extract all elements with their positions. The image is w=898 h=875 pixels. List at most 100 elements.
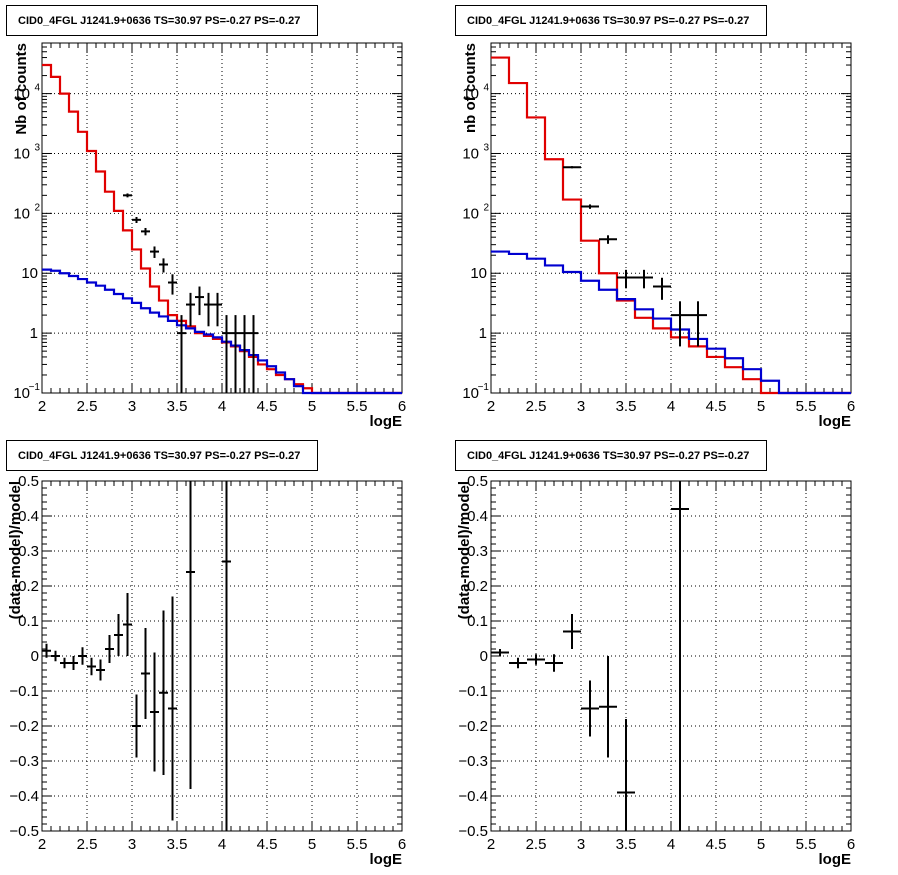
x-tick-label: 4.5 xyxy=(706,398,727,415)
chart-panel-3: CID0_4FGL J1241.9+0636 TS=30.97 PS=-0.27… xyxy=(6,440,406,868)
x-tick-label: 2 xyxy=(38,836,46,853)
y-tick-exponent: 4 xyxy=(483,83,489,94)
title-box xyxy=(455,5,767,36)
x-tick-label: 4.5 xyxy=(257,398,278,415)
x-tick-label: 4 xyxy=(218,836,226,853)
x-tick-label: 3.5 xyxy=(167,398,188,415)
x-axis-title: logE xyxy=(370,413,403,430)
y-tick-label: 0.5 xyxy=(467,473,488,490)
y-tick-exponent: −1 xyxy=(478,382,490,393)
x-tick-label: 3 xyxy=(577,398,585,415)
x-tick-label: 3.5 xyxy=(167,836,188,853)
chart-title: CID0_4FGL J1241.9+0636 TS=30.97 PS=-0.27… xyxy=(467,450,749,462)
y-tick-label: −0.3 xyxy=(458,753,488,770)
x-tick-label: 6 xyxy=(398,398,406,415)
y-tick-label: 10 xyxy=(13,145,30,162)
chart-panel-4: CID0_4FGL J1241.9+0636 TS=30.97 PS=-0.27… xyxy=(455,440,855,868)
x-tick-label: 2 xyxy=(487,398,495,415)
y-tick-label: 0.1 xyxy=(467,613,488,630)
x-tick-label: 6 xyxy=(398,836,406,853)
background-model-histogram xyxy=(42,268,402,395)
x-tick-label: 3 xyxy=(577,836,585,853)
x-tick-label: 2.5 xyxy=(526,836,547,853)
y-axis-title: (data-model)/model xyxy=(7,481,24,619)
x-tick-label: 2 xyxy=(38,398,46,415)
chart-panel-1: CID0_4FGL J1241.9+0636 TS=30.97 PS=-0.27… xyxy=(6,5,406,430)
y-tick-exponent: −1 xyxy=(29,382,41,393)
y-tick-label: −0.1 xyxy=(458,683,488,700)
y-tick-label: −0.3 xyxy=(9,753,39,770)
x-tick-label: 2.5 xyxy=(77,836,98,853)
x-tick-label: 2 xyxy=(487,836,495,853)
y-tick-label: 0.4 xyxy=(467,508,488,525)
y-tick-label: −0.1 xyxy=(9,683,39,700)
y-tick-label: 10 xyxy=(462,205,479,222)
y-tick-exponent: 4 xyxy=(34,83,40,94)
x-tick-label: 4.5 xyxy=(706,836,727,853)
y-tick-label: 1 xyxy=(479,325,487,342)
x-tick-label: 5 xyxy=(308,836,316,853)
y-tick-label: 10 xyxy=(462,385,479,402)
y-axis-title: Nb of counts xyxy=(13,43,30,135)
x-tick-label: 4 xyxy=(218,398,226,415)
title-box xyxy=(6,5,318,36)
x-tick-label: 5.5 xyxy=(347,836,368,853)
x-tick-label: 3 xyxy=(128,836,136,853)
y-tick-label: 0.2 xyxy=(467,578,488,595)
y-tick-exponent: 3 xyxy=(34,142,40,153)
x-tick-label: 4 xyxy=(667,398,675,415)
chart-title: CID0_4FGL J1241.9+0636 TS=30.97 PS=-0.27… xyxy=(18,450,300,462)
y-tick-label: 10 xyxy=(462,86,479,103)
x-tick-label: 5 xyxy=(757,836,765,853)
y-tick-label: 10 xyxy=(13,385,30,402)
x-tick-label: 4.5 xyxy=(257,836,278,853)
x-tick-label: 3.5 xyxy=(616,398,637,415)
x-tick-label: 5 xyxy=(757,398,765,415)
y-tick-label: 0.5 xyxy=(18,473,39,490)
y-tick-label: 0.3 xyxy=(18,543,39,560)
x-axis-title: logE xyxy=(819,413,852,430)
x-tick-label: 4 xyxy=(667,836,675,853)
y-tick-label: 0.1 xyxy=(18,613,39,630)
chart-title: CID0_4FGL J1241.9+0636 TS=30.97 PS=-0.27… xyxy=(467,15,749,27)
y-tick-label: 10 xyxy=(470,265,487,282)
y-tick-label: −0.4 xyxy=(458,788,488,805)
background-model-histogram xyxy=(491,250,851,395)
title-box xyxy=(455,440,767,471)
title-box xyxy=(6,440,318,471)
y-tick-label: 10 xyxy=(13,205,30,222)
x-tick-label: 3.5 xyxy=(616,836,637,853)
x-tick-label: 5.5 xyxy=(796,398,817,415)
y-tick-exponent: 2 xyxy=(483,202,489,213)
x-tick-label: 2.5 xyxy=(526,398,547,415)
y-tick-label: 10 xyxy=(21,265,38,282)
x-tick-label: 5 xyxy=(308,398,316,415)
y-tick-label: −0.2 xyxy=(9,718,39,735)
x-tick-label: 3 xyxy=(128,398,136,415)
y-tick-label: 10 xyxy=(13,86,30,103)
x-tick-label: 5.5 xyxy=(347,398,368,415)
chart-title: CID0_4FGL J1241.9+0636 TS=30.97 PS=-0.27… xyxy=(18,15,300,27)
x-tick-label: 5.5 xyxy=(796,836,817,853)
x-axis-title: logE xyxy=(370,851,403,868)
y-tick-label: −0.5 xyxy=(458,823,488,840)
y-tick-label: 0.4 xyxy=(18,508,39,525)
y-tick-exponent: 3 xyxy=(483,142,489,153)
x-tick-label: 6 xyxy=(847,398,855,415)
y-tick-label: 0 xyxy=(480,648,488,665)
x-axis-title: logE xyxy=(819,851,852,868)
y-tick-label: 0.3 xyxy=(467,543,488,560)
chart-panel-2: CID0_4FGL J1241.9+0636 TS=30.97 PS=-0.27… xyxy=(455,5,855,430)
y-tick-label: 0 xyxy=(31,648,39,665)
y-tick-label: −0.4 xyxy=(9,788,39,805)
x-tick-label: 6 xyxy=(847,836,855,853)
y-tick-exponent: 2 xyxy=(34,202,40,213)
y-tick-label: 0.2 xyxy=(18,578,39,595)
y-axis-title: nb of counts xyxy=(462,43,479,133)
y-tick-label: −0.5 xyxy=(9,823,39,840)
y-tick-label: 1 xyxy=(30,325,38,342)
x-tick-label: 2.5 xyxy=(77,398,98,415)
y-tick-label: 10 xyxy=(462,145,479,162)
y-axis-title: (data-model)/model xyxy=(456,481,473,619)
